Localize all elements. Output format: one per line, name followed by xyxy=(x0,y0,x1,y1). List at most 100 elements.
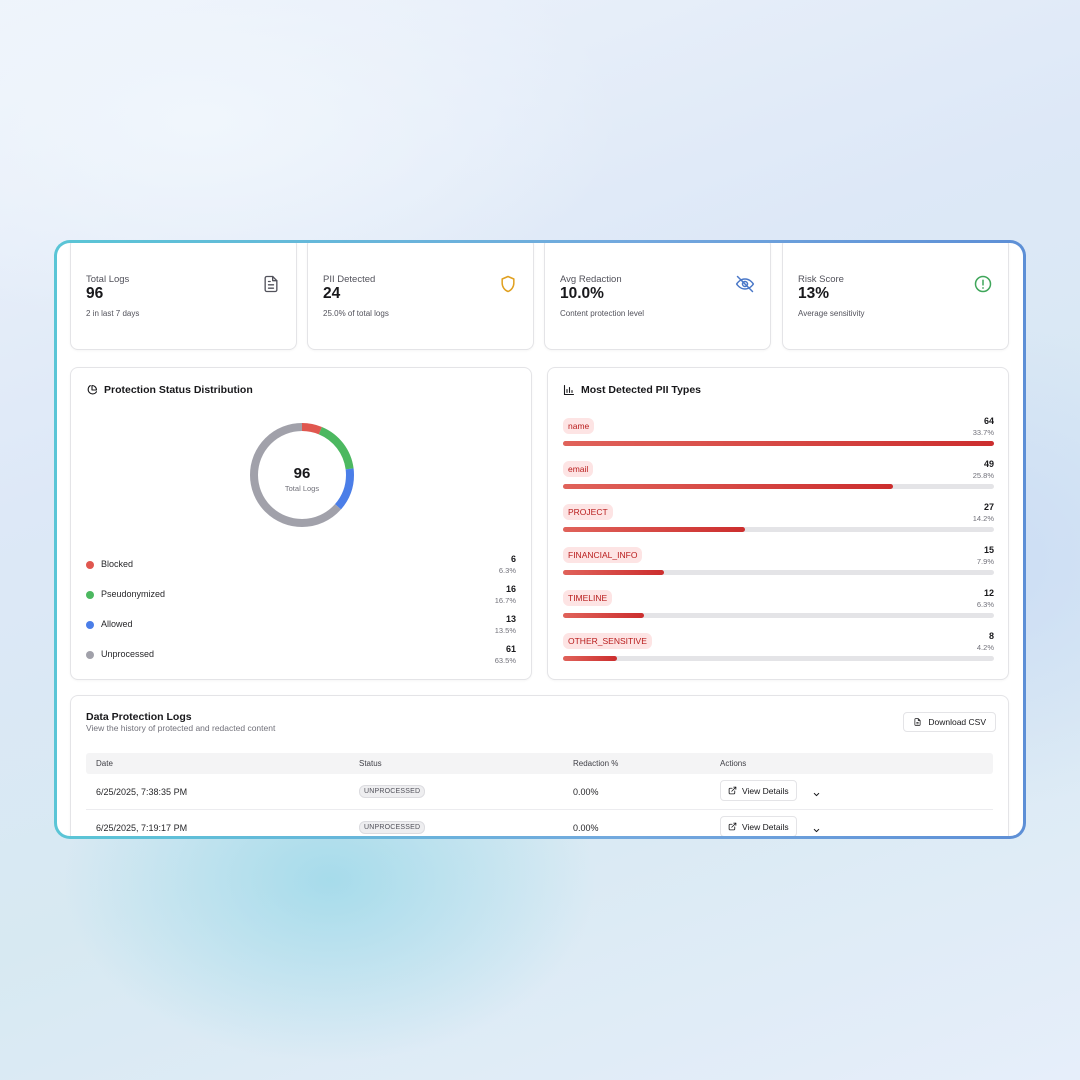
chevron-down-icon xyxy=(813,828,820,833)
protection-status-panel: Protection Status Distribution 96 Total … xyxy=(70,367,532,680)
donut-segment-unprocessed xyxy=(250,423,354,527)
pii-type-tag: name xyxy=(563,418,595,434)
legend-name: Blocked xyxy=(101,559,134,569)
view-details-label: View Details xyxy=(742,821,789,832)
row-date: 6/25/2025, 7:19:17 PM xyxy=(96,823,188,833)
external-link-icon xyxy=(728,822,737,831)
row-date: 6/25/2025, 7:38:35 PM xyxy=(96,787,188,797)
pii-bar-track xyxy=(563,570,994,575)
pii-type-tag: PROJECT xyxy=(563,504,613,520)
view-details-label: View Details xyxy=(742,785,789,796)
stat-card-risk-score: Risk Score 13% Average sensitivity xyxy=(782,243,1009,350)
pii-row-other-sensitive: OTHER_SENSITIVE 8 4.2% xyxy=(563,631,994,671)
legend-percent: 13.5% xyxy=(494,626,516,635)
expand-row-toggle[interactable] xyxy=(812,822,822,833)
donut-segment-allowed xyxy=(250,423,354,527)
legend-item-unprocessed: Unprocessed 61 63.5% xyxy=(86,644,516,672)
stat-value: 10.0% xyxy=(560,285,604,302)
legend-item-pseudonymized: Pseudonymized 16 16.7% xyxy=(86,584,516,612)
expand-row-toggle[interactable] xyxy=(812,786,822,797)
bar-chart-icon xyxy=(563,384,575,396)
pii-bar-fill xyxy=(563,613,644,618)
stat-label: PII Detected xyxy=(323,274,376,285)
view-details-button[interactable]: View Details xyxy=(720,780,797,801)
pii-count: 64 xyxy=(983,416,994,426)
stat-card-pii-detected: PII Detected 24 25.0% of total logs xyxy=(307,243,534,350)
stat-label: Risk Score xyxy=(798,274,844,285)
pii-types-panel: Most Detected PII Types name 64 33.7% em… xyxy=(547,367,1009,680)
row-redaction: 0.00% xyxy=(573,823,599,833)
panel-title: Most Detected PII Types xyxy=(563,384,701,396)
pii-percent: 14.2% xyxy=(972,514,994,523)
column-header-status: Status xyxy=(359,759,382,768)
pii-percent: 33.7% xyxy=(972,428,994,437)
donut-chart: 96 Total Logs xyxy=(250,423,354,527)
pii-bar-fill xyxy=(563,656,617,661)
pii-bar-track xyxy=(563,656,994,661)
eye-off-icon xyxy=(735,275,755,293)
pii-bar-track xyxy=(563,484,994,489)
donut-center-value: 96 xyxy=(294,465,311,482)
dashboard: Total Logs 96 2 in last 7 days PII Detec… xyxy=(57,243,1023,836)
stat-subtext: 25.0% of total logs xyxy=(323,309,389,318)
pii-bar-fill xyxy=(563,570,665,575)
stat-subtext: 2 in last 7 days xyxy=(86,309,140,318)
legend-item-allowed: Allowed 13 13.5% xyxy=(86,614,516,642)
legend-dot xyxy=(86,591,94,599)
external-link-icon xyxy=(728,786,737,795)
panel-title-text: Most Detected PII Types xyxy=(581,384,702,396)
legend-percent: 6.3% xyxy=(498,566,516,575)
logs-title: Data Protection Logs xyxy=(86,711,192,723)
legend-name: Pseudonymized xyxy=(101,589,166,599)
pii-bar-track xyxy=(563,527,994,532)
pii-bar-fill xyxy=(563,484,893,489)
column-header-actions: Actions xyxy=(720,759,747,768)
pii-row-project: PROJECT 27 14.2% xyxy=(563,502,994,542)
legend-dot xyxy=(86,651,94,659)
panel-title: Protection Status Distribution xyxy=(86,384,253,396)
row-redaction: 0.00% xyxy=(573,787,599,797)
pii-count: 12 xyxy=(983,588,994,598)
pii-percent: 4.2% xyxy=(976,643,994,652)
shield-icon xyxy=(501,275,515,293)
stat-value: 96 xyxy=(86,285,104,302)
panel-title-text: Protection Status Distribution xyxy=(104,384,253,396)
pii-type-tag: OTHER_SENSITIVE xyxy=(563,633,652,649)
pii-count: 8 xyxy=(988,631,994,641)
download-csv-button[interactable]: Download CSV xyxy=(903,712,996,732)
stat-label: Total Logs xyxy=(86,274,130,285)
column-header-redaction: Redaction % xyxy=(573,759,619,768)
pii-bar-fill xyxy=(563,441,994,446)
view-details-button[interactable]: View Details xyxy=(720,816,797,836)
logs-subtitle: View the history of protected and redact… xyxy=(86,723,276,733)
stat-subtext: Content protection level xyxy=(560,309,645,318)
column-header-date: Date xyxy=(96,759,113,768)
pii-percent: 6.3% xyxy=(976,600,994,609)
legend-count: 6 xyxy=(510,554,516,564)
legend-dot xyxy=(86,561,94,569)
pii-count: 49 xyxy=(983,459,994,469)
stat-value: 13% xyxy=(798,285,830,302)
alert-circle-icon xyxy=(974,275,992,293)
stat-label: Avg Redaction xyxy=(560,274,622,285)
pii-type-tag: TIMELINE xyxy=(563,590,613,606)
file-icon xyxy=(914,718,921,726)
legend-item-blocked: Blocked 6 6.3% xyxy=(86,554,516,582)
table-row: 6/25/2025, 7:38:35 PM UNPROCESSED 0.00% … xyxy=(86,774,993,810)
pii-bar-track xyxy=(563,441,994,446)
legend-count: 16 xyxy=(505,584,516,594)
table-row: 6/25/2025, 7:19:17 PM UNPROCESSED 0.00% … xyxy=(86,810,993,836)
pii-row-financial-info: FINANCIAL_INFO 15 7.9% xyxy=(563,545,994,585)
pii-row-name: name 64 33.7% xyxy=(563,416,994,456)
pii-row-timeline: TIMELINE 12 6.3% xyxy=(563,588,994,628)
status-badge: UNPROCESSED xyxy=(359,821,426,834)
stat-card-avg-redaction: Avg Redaction 10.0% Content protection l… xyxy=(544,243,771,350)
pii-percent: 25.8% xyxy=(972,471,994,480)
status-badge: UNPROCESSED xyxy=(359,785,426,798)
stat-subtext: Average sensitivity xyxy=(798,309,865,318)
legend-percent: 16.7% xyxy=(494,596,516,605)
legend-count: 61 xyxy=(505,644,516,654)
pii-type-tag: FINANCIAL_INFO xyxy=(563,547,643,563)
pii-percent: 7.9% xyxy=(976,557,994,566)
legend-name: Unprocessed xyxy=(101,649,155,659)
